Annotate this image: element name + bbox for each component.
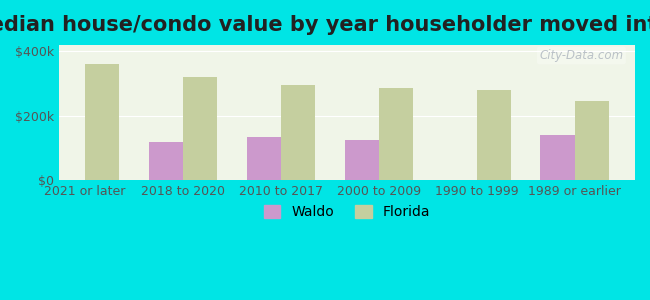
Bar (575, 101, 609, 180)
Legend: Waldo, Florida: Waldo, Florida (258, 200, 436, 225)
Bar (281, 85, 315, 180)
Bar (246, 137, 281, 180)
Bar (476, 90, 511, 180)
Bar (85, 64, 120, 180)
Bar (183, 77, 217, 180)
Bar (149, 142, 183, 180)
Text: City-Data.com: City-Data.com (540, 49, 623, 62)
Bar (540, 135, 575, 180)
Bar (344, 140, 379, 180)
Title: Median house/condo value by year householder moved into unit: Median house/condo value by year househo… (0, 15, 650, 35)
Bar (379, 88, 413, 180)
